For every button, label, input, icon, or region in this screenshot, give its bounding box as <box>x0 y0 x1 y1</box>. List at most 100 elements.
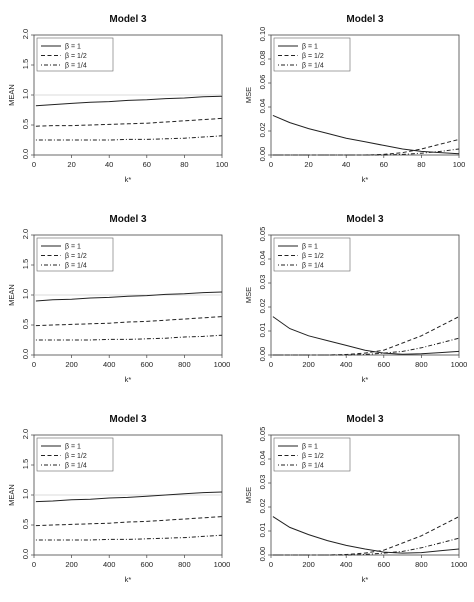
y-axis-label: MSE <box>244 287 253 303</box>
x-tick-label: 200 <box>302 560 315 569</box>
x-tick-label: 200 <box>65 560 78 569</box>
x-tick-label: 800 <box>415 360 428 369</box>
y-tick-label: 0.10 <box>258 27 267 42</box>
series-line-2 <box>35 316 223 327</box>
y-tick-label: 2.0 <box>21 429 30 439</box>
chart-title: Model 3 <box>109 214 147 225</box>
x-tick-label: 800 <box>415 560 428 569</box>
legend-label: β = 1/4 <box>65 263 87 270</box>
legend-label: β = 1/2 <box>302 453 324 460</box>
y-tick-label: 1.5 <box>21 59 30 69</box>
y-tick-label: 2.0 <box>21 29 30 39</box>
y-tick-label: 0.06 <box>258 75 267 90</box>
x-axis-label: k* <box>362 575 369 584</box>
x-tick-label: 0 <box>32 160 36 169</box>
y-tick-label: 0.01 <box>258 523 267 538</box>
chart-panel-5: Model 3 0.0 0.5 1.0 1.5 2.0 0 200 400 600 800 1000 k… <box>7 414 230 584</box>
x-axis-label: k* <box>362 175 369 184</box>
y-axis-label: MSE <box>244 487 253 503</box>
chart-panel-4: Model 3 0.00 0.01 0.02 0.03 0.04 0.05 0 200 400 60… <box>244 214 467 384</box>
y-tick-label: 0.00 <box>258 147 267 162</box>
x-tick-label: 20 <box>67 160 75 169</box>
y-tick-label: 2.0 <box>21 229 30 239</box>
x-tick-label: 40 <box>105 160 113 169</box>
x-tick-label: 40 <box>342 160 350 169</box>
series-line-2 <box>35 117 223 127</box>
legend-label: β = 1/4 <box>302 263 324 270</box>
y-tick-label: 0.04 <box>258 99 267 114</box>
y-tick-label: 0.0 <box>21 549 30 559</box>
series-line-1 <box>35 95 223 107</box>
x-tick-label: 800 <box>178 360 191 369</box>
y-tick-label: 0.08 <box>258 51 267 66</box>
y-tick-label: 1.5 <box>21 259 30 269</box>
legend-label: β = 1/4 <box>302 463 324 470</box>
legend-label: β = 1/4 <box>65 63 87 70</box>
y-tick-label: 0.04 <box>258 251 267 266</box>
x-tick-label: 60 <box>143 160 151 169</box>
legend-box <box>273 437 351 472</box>
y-axis-label: MSE <box>244 87 253 103</box>
y-tick-label: 1.5 <box>21 459 30 469</box>
plot-frame <box>270 434 460 556</box>
legend-label: β = 1/2 <box>65 453 87 460</box>
x-tick-label: 1000 <box>214 360 231 369</box>
series-line-1 <box>272 114 460 155</box>
x-tick-label: 80 <box>417 160 425 169</box>
x-tick-label: 0 <box>269 560 273 569</box>
x-tick-label: 600 <box>378 560 391 569</box>
legend-box <box>36 37 114 72</box>
y-tick-label: 1.0 <box>21 489 30 499</box>
y-tick-label: 0.0 <box>21 349 30 359</box>
x-tick-label: 200 <box>302 360 315 369</box>
y-tick-label: 0.02 <box>258 123 267 138</box>
x-tick-label: 0 <box>269 160 273 169</box>
y-tick-label: 0.04 <box>258 451 267 466</box>
legend-box <box>36 437 114 472</box>
y-tick-label: 0.5 <box>21 319 30 329</box>
y-tick-label: 0.00 <box>258 347 267 362</box>
x-tick-label: 100 <box>216 160 229 169</box>
legend-label: β = 1/4 <box>65 463 87 470</box>
x-axis-label: k* <box>362 375 369 384</box>
x-tick-label: 200 <box>65 360 78 369</box>
series-line-3 <box>35 135 223 141</box>
legend-box <box>273 237 351 272</box>
x-tick-label: 0 <box>32 360 36 369</box>
y-tick-label: 0.03 <box>258 475 267 490</box>
plot-frame <box>270 234 460 356</box>
series-line-2 <box>35 516 223 527</box>
x-tick-label: 600 <box>141 560 154 569</box>
y-tick-label: 0.05 <box>258 427 267 442</box>
y-tick-label: 0.0 <box>21 149 30 159</box>
x-tick-label: 100 <box>453 160 466 169</box>
legend-label: β = 1/2 <box>65 53 87 60</box>
series-line-3 <box>272 148 460 156</box>
y-tick-label: 0.00 <box>258 547 267 562</box>
series-line-2 <box>272 316 460 356</box>
series-line-2 <box>272 138 460 156</box>
x-tick-label: 600 <box>141 360 154 369</box>
legend-label: β = 1/2 <box>302 53 324 60</box>
y-tick-label: 1.0 <box>21 289 30 299</box>
legend-label: β = 1/2 <box>302 253 324 260</box>
series-line-1 <box>35 491 223 503</box>
legend-box <box>273 37 351 72</box>
chart-title: Model 3 <box>346 414 384 425</box>
y-axis-label: MEAN <box>7 484 16 506</box>
y-tick-label: 0.05 <box>258 227 267 242</box>
legend-label: β = 1 <box>65 444 81 451</box>
series-line-1 <box>35 291 223 302</box>
series-line-2 <box>272 516 460 556</box>
x-axis-label: k* <box>125 175 132 184</box>
legend-label: β = 1/4 <box>302 63 324 70</box>
x-tick-label: 400 <box>340 360 353 369</box>
y-tick-label: 1.0 <box>21 89 30 99</box>
x-tick-label: 800 <box>178 560 191 569</box>
chart-title: Model 3 <box>346 214 384 225</box>
chart-panel-1: Model 3 0.0 0.5 1.0 1.5 2.0 0 20 40 60 80 100 k* MEAN… <box>7 14 229 184</box>
x-tick-label: 600 <box>378 360 391 369</box>
y-tick-label: 0.02 <box>258 299 267 314</box>
chart-panel-3: Model 3 0.0 0.5 1.0 1.5 2.0 0 200 400 600 800 1000 k… <box>7 214 231 384</box>
x-tick-label: 400 <box>340 560 353 569</box>
